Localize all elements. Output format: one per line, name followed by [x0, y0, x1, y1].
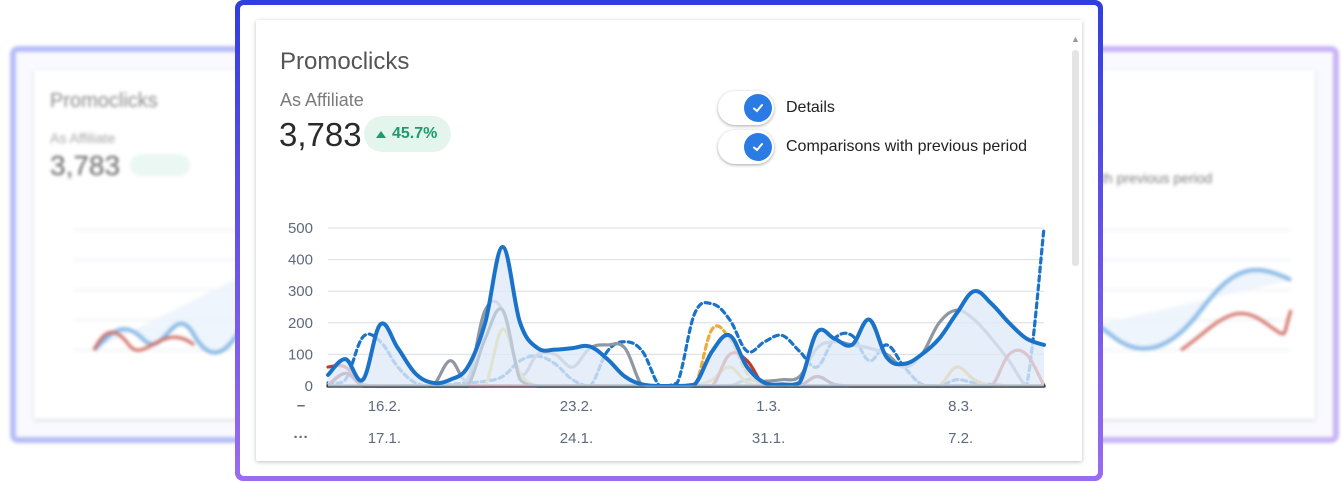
scroll-thumb[interactable] [1072, 50, 1079, 266]
details-switch[interactable] [718, 91, 774, 125]
toggle-details[interactable]: Details [718, 91, 835, 125]
toggle-comparisons[interactable]: Comparisons with previous period [718, 130, 1027, 164]
y-tick-label: 400 [288, 252, 313, 269]
comparisons-switch[interactable] [718, 130, 774, 164]
scrollbar[interactable]: ▲ [1070, 34, 1080, 454]
y-tick-label: 100 [288, 346, 313, 363]
scroll-up-icon[interactable]: ▲ [1071, 34, 1080, 44]
x-tick-current: 8.3. [948, 398, 973, 415]
bg-badge [130, 154, 190, 176]
promoclicks-widget: Promoclicks As Affiliate 3,783 45.7% Det… [256, 20, 1082, 461]
x-tick-current: 16.2. [368, 398, 401, 415]
y-tick-label: 200 [288, 315, 313, 332]
change-value: 45.7% [392, 125, 438, 142]
promoclicks-chart: 500 400 300 200 100 0– ··· 16.2. 23.2. 1.3. 8.3. 17… [288, 220, 1046, 447]
previous-period-marker: ··· [294, 429, 309, 446]
bg-subtitle: As Affiliate [50, 130, 116, 146]
widget-title: Promoclicks [280, 48, 410, 75]
current-period-marker: – [297, 397, 305, 414]
x-tick-previous: 7.2. [948, 430, 973, 447]
widget-subtitle: As Affiliate [280, 90, 364, 110]
x-tick-previous: 24.1. [560, 430, 593, 447]
check-icon [744, 94, 772, 122]
x-tick-current: 1.3. [756, 398, 781, 415]
highlight-frame: Promoclicks As Affiliate 3,783 45.7% Det… [235, 0, 1103, 481]
y-tick-label: 500 [288, 220, 313, 237]
bg-title: Promoclicks [50, 90, 158, 112]
y-tick-label: 0 [305, 378, 313, 395]
change-badge: 45.7% [364, 116, 452, 152]
arrow-up-icon [376, 130, 386, 138]
x-tick-previous: 31.1. [752, 430, 785, 447]
total-value: 3,783 [279, 116, 362, 153]
comparisons-label: Comparisons with previous period [786, 138, 1027, 155]
x-tick-current: 23.2. [560, 398, 593, 415]
check-icon [744, 133, 772, 161]
series-area [328, 246, 1044, 386]
y-tick-label: 300 [288, 283, 313, 300]
x-tick-previous: 17.1. [368, 430, 401, 447]
bg-value: 3,783 [50, 150, 121, 181]
details-label: Details [786, 99, 835, 116]
